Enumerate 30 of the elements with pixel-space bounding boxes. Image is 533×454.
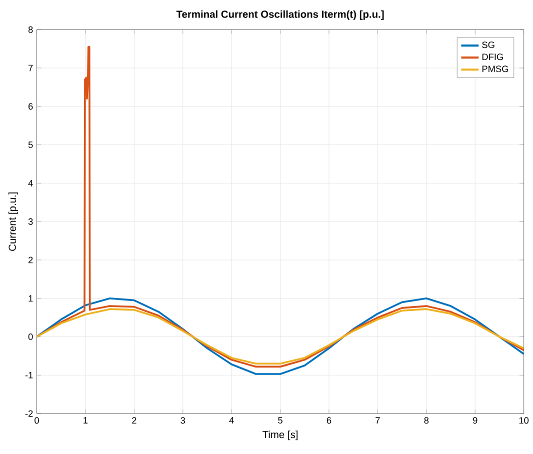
x-tick-label: 5 (278, 416, 282, 424)
x-tick-label: 9 (472, 416, 478, 424)
y-tick-label: 7 (28, 64, 33, 71)
y-tick-label: 0 (28, 333, 33, 340)
x-tick-label: 2 (132, 416, 136, 424)
y-tick-label: 5 (28, 141, 33, 148)
line-series (36, 297, 524, 375)
x-tick-label: 6 (326, 416, 332, 424)
x-axis-title: Time [s] (262, 430, 298, 440)
y-axis-title: Current [p.u.] (8, 192, 18, 251)
y-tick-label: 4 (28, 180, 33, 186)
y-tick-label: 3 (28, 218, 33, 225)
x-tick-label: 4 (229, 416, 234, 424)
y-tick-label: 8 (28, 26, 33, 33)
y-tick-label: 6 (28, 102, 33, 110)
y-tick-label: 1 (28, 295, 33, 302)
x-tick-label: 3 (180, 416, 186, 424)
line-series (36, 308, 524, 364)
y-tick-label: -2 (25, 410, 33, 417)
x-tick-label: 7 (376, 416, 380, 424)
legend-label: DFIG (482, 53, 503, 60)
legend-label: SG (482, 41, 494, 48)
chart-title: Terminal Current Oscillations Iterm(t) [p.u.] (176, 10, 384, 20)
y-tick-label: 2 (28, 256, 33, 263)
x-tick-label: 8 (424, 416, 429, 424)
legend-label: PMSG (482, 65, 508, 72)
x-tick-label: 1 (84, 416, 88, 424)
y-tick-label: -1 (25, 372, 33, 378)
x-tick-label: 0 (34, 416, 39, 424)
x-tick-label: 10 (519, 416, 529, 424)
